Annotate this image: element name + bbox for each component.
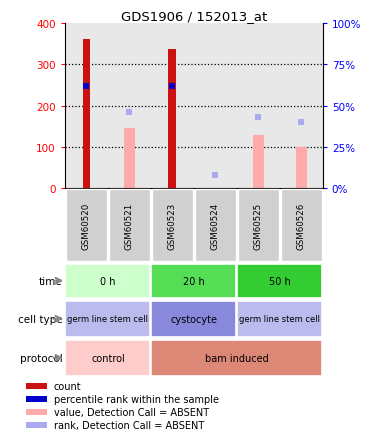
Point	[212, 172, 218, 179]
Bar	[66, 190, 107, 262]
Text: 20 h: 20 h	[183, 276, 205, 286]
Bar	[253, 135, 264, 189]
Bar	[65, 340, 151, 376]
Text: percentile rank within the sample: percentile rank within the sample	[54, 394, 219, 404]
Bar	[124, 129, 135, 189]
Text: 0 h: 0 h	[100, 276, 116, 286]
Bar	[168, 49, 176, 189]
Text: protocol: protocol	[20, 353, 62, 363]
Bar	[280, 190, 322, 262]
Text: value, Detection Call = ABSENT: value, Detection Call = ABSENT	[54, 407, 209, 417]
Bar	[26, 422, 47, 428]
Bar	[26, 396, 47, 402]
Text: cell type: cell type	[18, 314, 62, 324]
Text: GSM60525: GSM60525	[254, 202, 263, 249]
Text: time: time	[39, 276, 62, 286]
Bar	[151, 340, 322, 376]
Point	[298, 119, 304, 126]
Bar	[65, 301, 151, 337]
Bar	[82, 40, 90, 189]
Bar	[109, 190, 150, 262]
Bar	[296, 148, 307, 189]
Bar	[26, 409, 47, 415]
Text: germ line stem cell: germ line stem cell	[68, 315, 148, 323]
Text: cystocyte: cystocyte	[170, 314, 217, 324]
Bar	[238, 190, 279, 262]
Text: 50 h: 50 h	[269, 276, 290, 286]
Point	[83, 83, 89, 90]
Text: GSM60521: GSM60521	[125, 202, 134, 249]
Text: rank, Detection Call = ABSENT: rank, Detection Call = ABSENT	[54, 420, 204, 430]
Bar	[237, 264, 322, 298]
Bar	[26, 383, 47, 389]
Text: count: count	[54, 381, 81, 391]
Bar	[151, 264, 236, 298]
Point	[127, 109, 132, 116]
Text: germ line stem cell: germ line stem cell	[239, 315, 320, 323]
Text: GSM60520: GSM60520	[82, 202, 91, 249]
Title: GDS1906 / 152013_at: GDS1906 / 152013_at	[121, 10, 267, 23]
Bar	[65, 264, 151, 298]
Text: control: control	[91, 353, 125, 363]
Bar	[237, 301, 322, 337]
Bar	[152, 190, 193, 262]
Bar	[151, 301, 236, 337]
Text: bam induced: bam induced	[205, 353, 269, 363]
Text: GSM60524: GSM60524	[211, 202, 220, 249]
Point	[255, 115, 261, 122]
Point	[170, 83, 175, 90]
Text: GSM60523: GSM60523	[168, 202, 177, 249]
Bar	[195, 190, 236, 262]
Text: GSM60526: GSM60526	[297, 202, 306, 249]
